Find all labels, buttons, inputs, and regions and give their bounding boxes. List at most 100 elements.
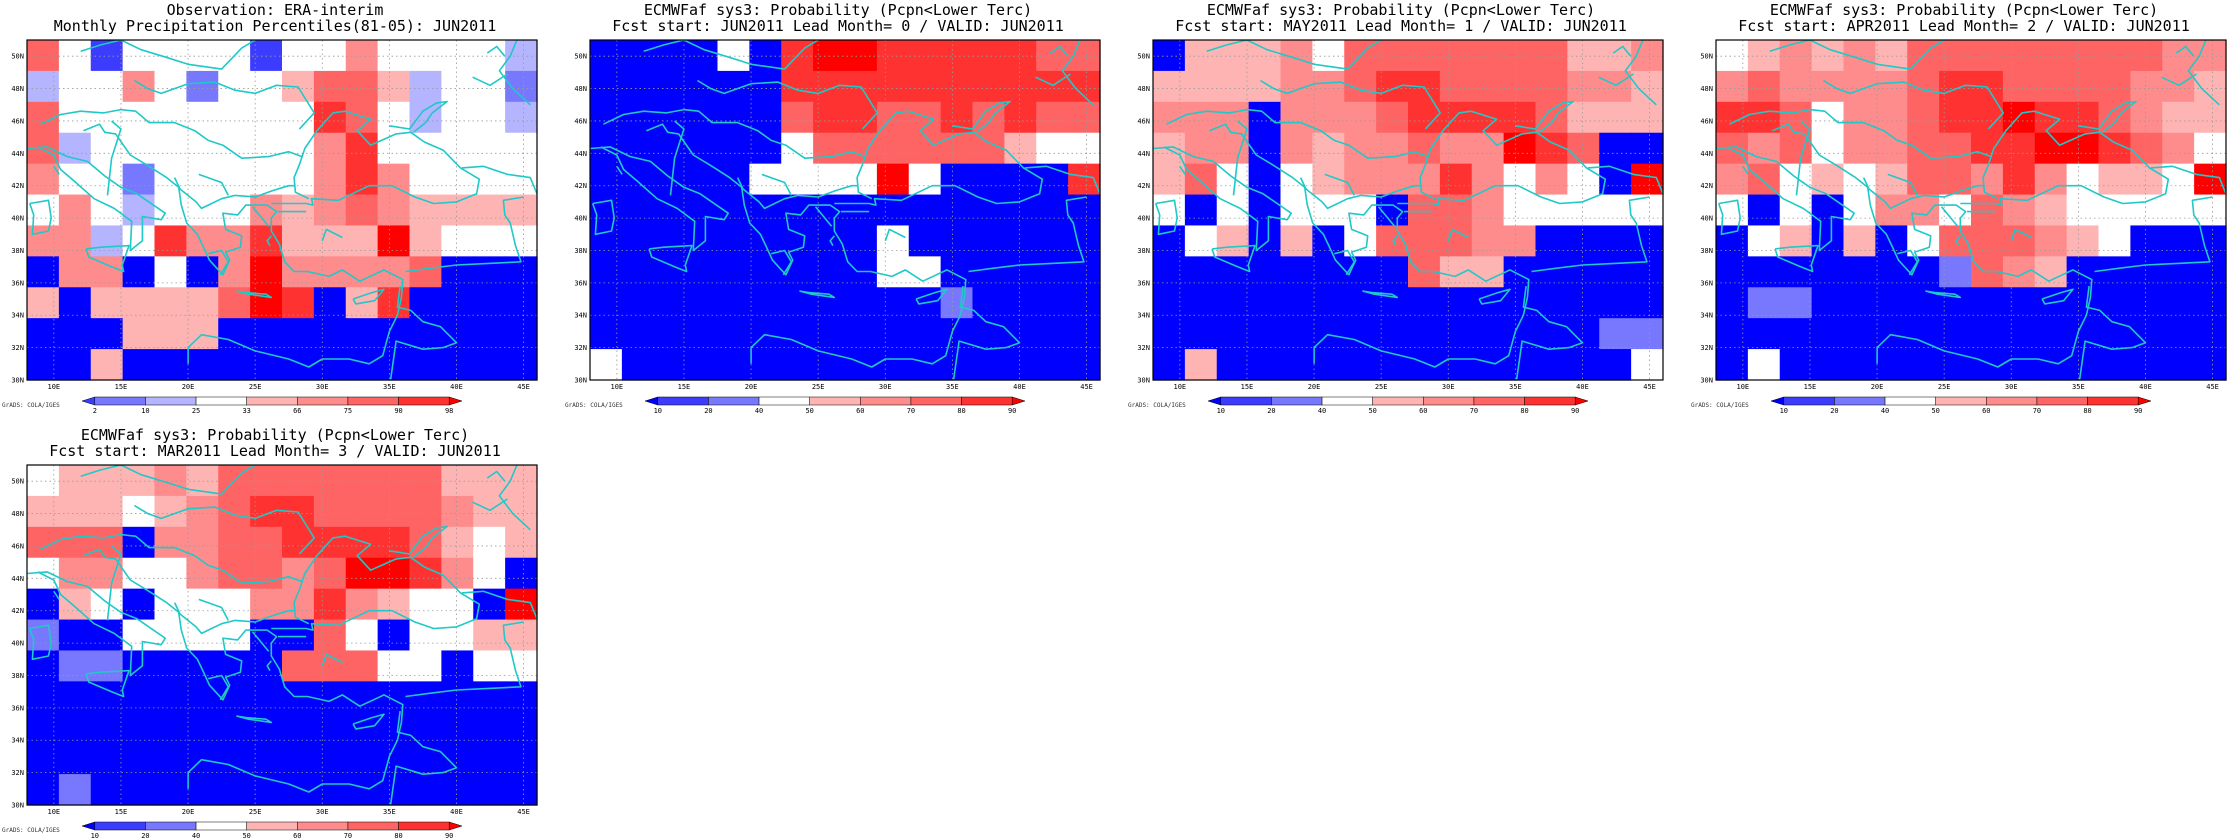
grid-cells [27, 465, 538, 806]
coastline [236, 715, 273, 724]
grid-cell [441, 557, 474, 590]
grid-cell [58, 40, 92, 72]
grid-cell [505, 526, 538, 559]
lon-tick-label: 25E [1375, 383, 1388, 391]
grid-cell [2034, 225, 2068, 257]
grid-cell [845, 194, 878, 227]
grid-cell [1907, 318, 1940, 350]
grid-cell [1376, 163, 1409, 196]
coastline [648, 244, 693, 273]
grid-cell [218, 557, 251, 590]
lat-tick-label: 44N [1700, 150, 1713, 158]
grid-cell [409, 132, 442, 165]
grid-cell [1747, 349, 1781, 381]
grid-cell [377, 287, 411, 319]
grid-cell [972, 70, 1005, 103]
grid-cell [1716, 225, 1749, 257]
grid-cell [441, 495, 474, 528]
lon-tick-label: 15E [678, 383, 691, 391]
coastline [1772, 123, 2093, 368]
grid-cells [1716, 40, 2227, 381]
grid-cell [441, 132, 474, 165]
grid-cell [1184, 318, 1218, 350]
grid-cell [282, 225, 315, 257]
colorbar-label: 90 [1008, 407, 1016, 415]
grid-cell [1811, 318, 1845, 350]
grid-cell [27, 774, 60, 806]
grid-cell [473, 194, 506, 227]
grid-cell [122, 101, 156, 134]
coastline [2078, 100, 2137, 133]
colorbar-swatch [1321, 396, 1373, 406]
grid-cell [653, 287, 687, 319]
grid-cell [58, 70, 92, 103]
grid-cell [58, 712, 92, 744]
grid-cell [749, 194, 782, 227]
lat-tick-label: 30N [11, 802, 24, 810]
lat-tick-label: 50N [574, 53, 587, 61]
grid-cell [1907, 349, 1940, 381]
grid-cell [1779, 40, 1813, 72]
grid-cell [473, 318, 506, 350]
grid-cell [621, 70, 655, 103]
grid-cell [1599, 40, 1632, 72]
lat-tick-label: 40N [11, 215, 24, 223]
grid-cell [505, 774, 538, 806]
grid-cell [1747, 194, 1781, 227]
grid-cell [1631, 287, 1664, 319]
coastline [643, 40, 819, 70]
grid-cell [1153, 225, 1186, 257]
grid-cell [1312, 70, 1345, 103]
coastline [208, 249, 230, 276]
grid-cell [685, 349, 719, 381]
grid-cell [1408, 132, 1441, 165]
grid-cell [2002, 287, 2036, 319]
grid-cell [58, 619, 92, 652]
grid-cell [90, 349, 124, 381]
grid-cell [1248, 132, 1282, 165]
grid-cell [1939, 287, 1972, 319]
grid-cell [122, 465, 156, 497]
grid-cell [1184, 40, 1218, 72]
grid-cell [845, 225, 878, 257]
grid-cell [218, 318, 251, 350]
grid-cell [58, 349, 92, 381]
colorbar-swatch [246, 821, 298, 831]
grid-cell [218, 495, 251, 528]
panel-title: ECMWFaf sys3: Probability (Pcpn<Lower Te… [1769, 1, 2159, 19]
grid-cell [473, 774, 506, 806]
colorbar-swatch [1935, 396, 1987, 406]
grid-cell [1036, 318, 1069, 350]
panel-subtitle: Fcst start: JUN2011 Lead Month= 0 / VALI… [612, 17, 1064, 35]
panel-subtitle: Fcst start: APR2011 Lead Month= 2 / VALI… [1738, 17, 2190, 35]
grid-cell [621, 225, 655, 257]
grid-cell [845, 349, 878, 381]
map-frame [589, 39, 1101, 381]
grid-cell [154, 256, 187, 288]
grid-cell [154, 287, 187, 319]
grads-credit: GrADS: COLA/IGES [1128, 402, 1186, 409]
coastline [736, 177, 859, 210]
grid-cell [2130, 318, 2163, 350]
grid-cell [90, 70, 124, 103]
grid-cell [876, 40, 910, 72]
grid-cell [122, 70, 156, 103]
map-frame [1715, 39, 2227, 381]
grid-cell [2098, 101, 2131, 134]
grid-cell [845, 318, 878, 350]
grid-cell [845, 40, 878, 72]
coastline [251, 206, 270, 227]
grid-cell [2034, 132, 2068, 165]
lon-tick-label: 30E [2005, 383, 2018, 391]
lon-tick-label: 35E [946, 383, 959, 391]
grid-cell [908, 318, 942, 350]
grid-cell [1779, 287, 1813, 319]
grid-cell [1036, 40, 1069, 72]
colorbar-swatch [1986, 396, 2038, 406]
coastline [1587, 165, 1663, 195]
grid-cell [345, 650, 379, 682]
grid-cell [590, 287, 623, 319]
coastline [1035, 73, 1071, 87]
grid-cell [27, 743, 60, 775]
grid-cell [1779, 70, 1813, 103]
